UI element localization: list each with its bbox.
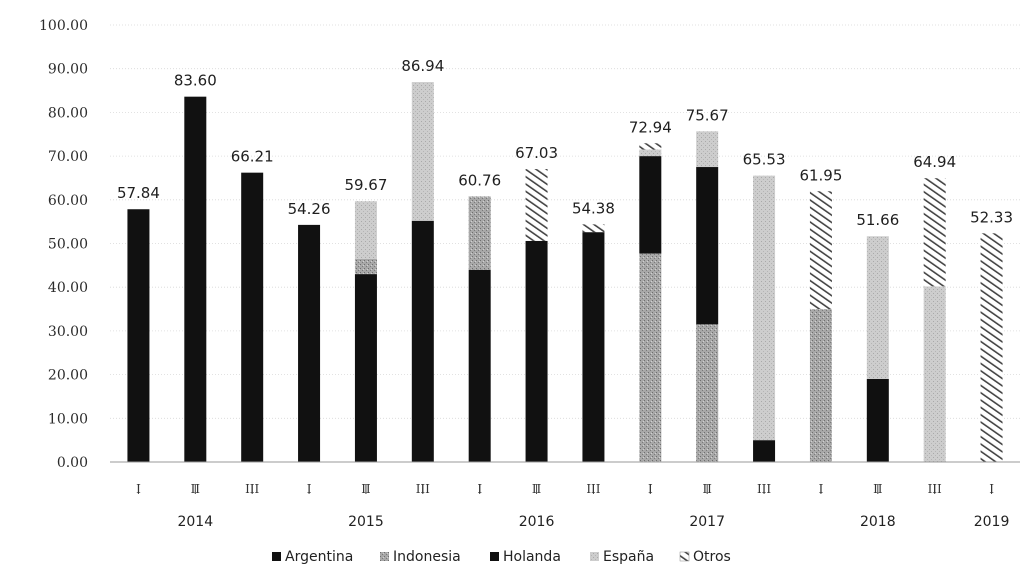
quarter-label: II bbox=[191, 482, 201, 496]
bar-segment-indonesia bbox=[354, 258, 377, 275]
y-tick-label: 20.00 bbox=[48, 368, 88, 384]
y-tick-label: 50.00 bbox=[48, 237, 88, 253]
quarter-label: III bbox=[586, 482, 600, 496]
bars bbox=[127, 82, 1003, 462]
bar-segment-argentina bbox=[298, 224, 321, 462]
bar-total-label: 66.21 bbox=[231, 148, 274, 166]
bar-total-label: 61.95 bbox=[799, 166, 842, 184]
legend-swatch-espa-a bbox=[590, 552, 599, 561]
bar-segment-otros bbox=[923, 178, 946, 287]
y-tick-label: 30.00 bbox=[48, 324, 88, 340]
bar-total-label: 67.03 bbox=[515, 144, 558, 162]
legend-label-otros: Otros bbox=[693, 549, 731, 565]
bar-segment-otros bbox=[809, 191, 832, 310]
bar-segment-argentina bbox=[127, 209, 150, 462]
bar-segment-indonesia bbox=[696, 324, 719, 462]
bar-segment-argentina bbox=[354, 274, 377, 462]
bar-total-label: 86.94 bbox=[401, 57, 444, 75]
year-label: 2014 bbox=[177, 514, 213, 530]
bar-total-label: 83.60 bbox=[174, 72, 217, 90]
y-tick-label: 70.00 bbox=[48, 149, 88, 165]
bar-segment-espa-a bbox=[923, 286, 946, 462]
legend-swatch-otros bbox=[679, 551, 690, 562]
quarter-label: I bbox=[307, 482, 312, 496]
bar-segment-indonesia bbox=[639, 253, 662, 462]
legend: Argentina Indonesia Holanda España Otros bbox=[272, 549, 731, 565]
legend-label-holanda: Holanda bbox=[503, 549, 561, 565]
bar-segment-espa-a bbox=[639, 149, 662, 157]
bar-segment-holanda bbox=[696, 167, 719, 325]
quarter-label: III bbox=[928, 482, 942, 496]
bar-total-label: 51.66 bbox=[856, 211, 899, 229]
y-tick-label: 90.00 bbox=[48, 62, 88, 78]
y-tick-label: 0.00 bbox=[57, 455, 88, 471]
bar-segment-espa-a bbox=[411, 82, 434, 221]
y-tick-label: 10.00 bbox=[48, 411, 88, 427]
bar-total-label: 59.67 bbox=[344, 176, 387, 194]
bar-segment-indonesia bbox=[468, 196, 491, 270]
bar-total-label: 72.94 bbox=[629, 118, 672, 136]
bar-total-label: 64.94 bbox=[913, 153, 956, 171]
bar-segment-argentina bbox=[241, 172, 264, 462]
quarter-label: I bbox=[477, 482, 482, 496]
quarter-label: II bbox=[873, 482, 883, 496]
bar-total-label: 57.84 bbox=[117, 184, 160, 202]
bar-total-label: 60.76 bbox=[458, 171, 501, 189]
bar-total-label: 75.67 bbox=[686, 106, 729, 124]
year-label: 2019 bbox=[974, 514, 1010, 530]
bar-segment-holanda bbox=[753, 440, 776, 462]
quarter-label: II bbox=[361, 482, 371, 496]
bar-segment-holanda bbox=[866, 378, 889, 462]
bar-segment-argentina bbox=[411, 220, 434, 462]
y-tick-label: 100.00 bbox=[39, 18, 88, 34]
legend-label-argentina: Argentina bbox=[285, 549, 353, 565]
legend-label-espa-a: España bbox=[603, 549, 654, 565]
bar-total-label: 54.26 bbox=[288, 200, 331, 218]
axes: 0.00 10.00 20.00 30.00 40.00 50.00 60.00 70.00 8… bbox=[39, 18, 1020, 530]
legend-label-indonesia: Indonesia bbox=[393, 549, 461, 565]
legend-swatch-holanda bbox=[490, 552, 499, 561]
bar-segment-holanda bbox=[639, 156, 662, 254]
quarter-label: I bbox=[136, 482, 141, 496]
year-label: 2017 bbox=[689, 514, 725, 530]
bar-segment-espa-a bbox=[354, 201, 377, 259]
year-label: 2015 bbox=[348, 514, 384, 530]
quarter-label: III bbox=[416, 482, 430, 496]
labels: 57.84 83.60 66.21 54.26 59.67 86.94 60.76 67.03… bbox=[117, 57, 1013, 229]
quarter-label: III bbox=[245, 482, 259, 496]
year-label: 2016 bbox=[519, 514, 555, 530]
bar-segment-indonesia bbox=[809, 309, 832, 462]
bar-segment-espa-a bbox=[753, 175, 776, 441]
quarter-label: I bbox=[819, 482, 824, 496]
bar-segment-otros bbox=[639, 143, 662, 150]
legend-swatch-indonesia bbox=[380, 552, 389, 561]
quarter-label: III bbox=[757, 482, 771, 496]
bar-segment-espa-a bbox=[866, 236, 889, 379]
quarter-label: II bbox=[532, 482, 542, 496]
bar-total-label: 65.53 bbox=[743, 151, 786, 169]
y-tick-label: 40.00 bbox=[48, 280, 88, 296]
legend-swatch-argentina bbox=[272, 552, 281, 561]
bar-total-label: 52.33 bbox=[970, 208, 1013, 226]
y-tick-label: 80.00 bbox=[48, 105, 88, 121]
bar-segment-argentina bbox=[525, 240, 548, 462]
quarter-label: I bbox=[648, 482, 653, 496]
bar-segment-otros bbox=[582, 224, 605, 233]
bar-segment-espa-a bbox=[696, 131, 719, 168]
quarter-label: I bbox=[989, 482, 994, 496]
bar-segment-argentina bbox=[582, 232, 605, 462]
year-label: 2018 bbox=[860, 514, 896, 530]
bar-segment-argentina bbox=[468, 269, 491, 462]
bar-segment-otros bbox=[525, 169, 548, 241]
bar-total-label: 54.38 bbox=[572, 199, 615, 217]
bar-segment-otros bbox=[980, 233, 1003, 462]
quarter-label: II bbox=[702, 482, 712, 496]
bar-segment-argentina bbox=[184, 96, 207, 462]
y-tick-label: 60.00 bbox=[48, 193, 88, 209]
